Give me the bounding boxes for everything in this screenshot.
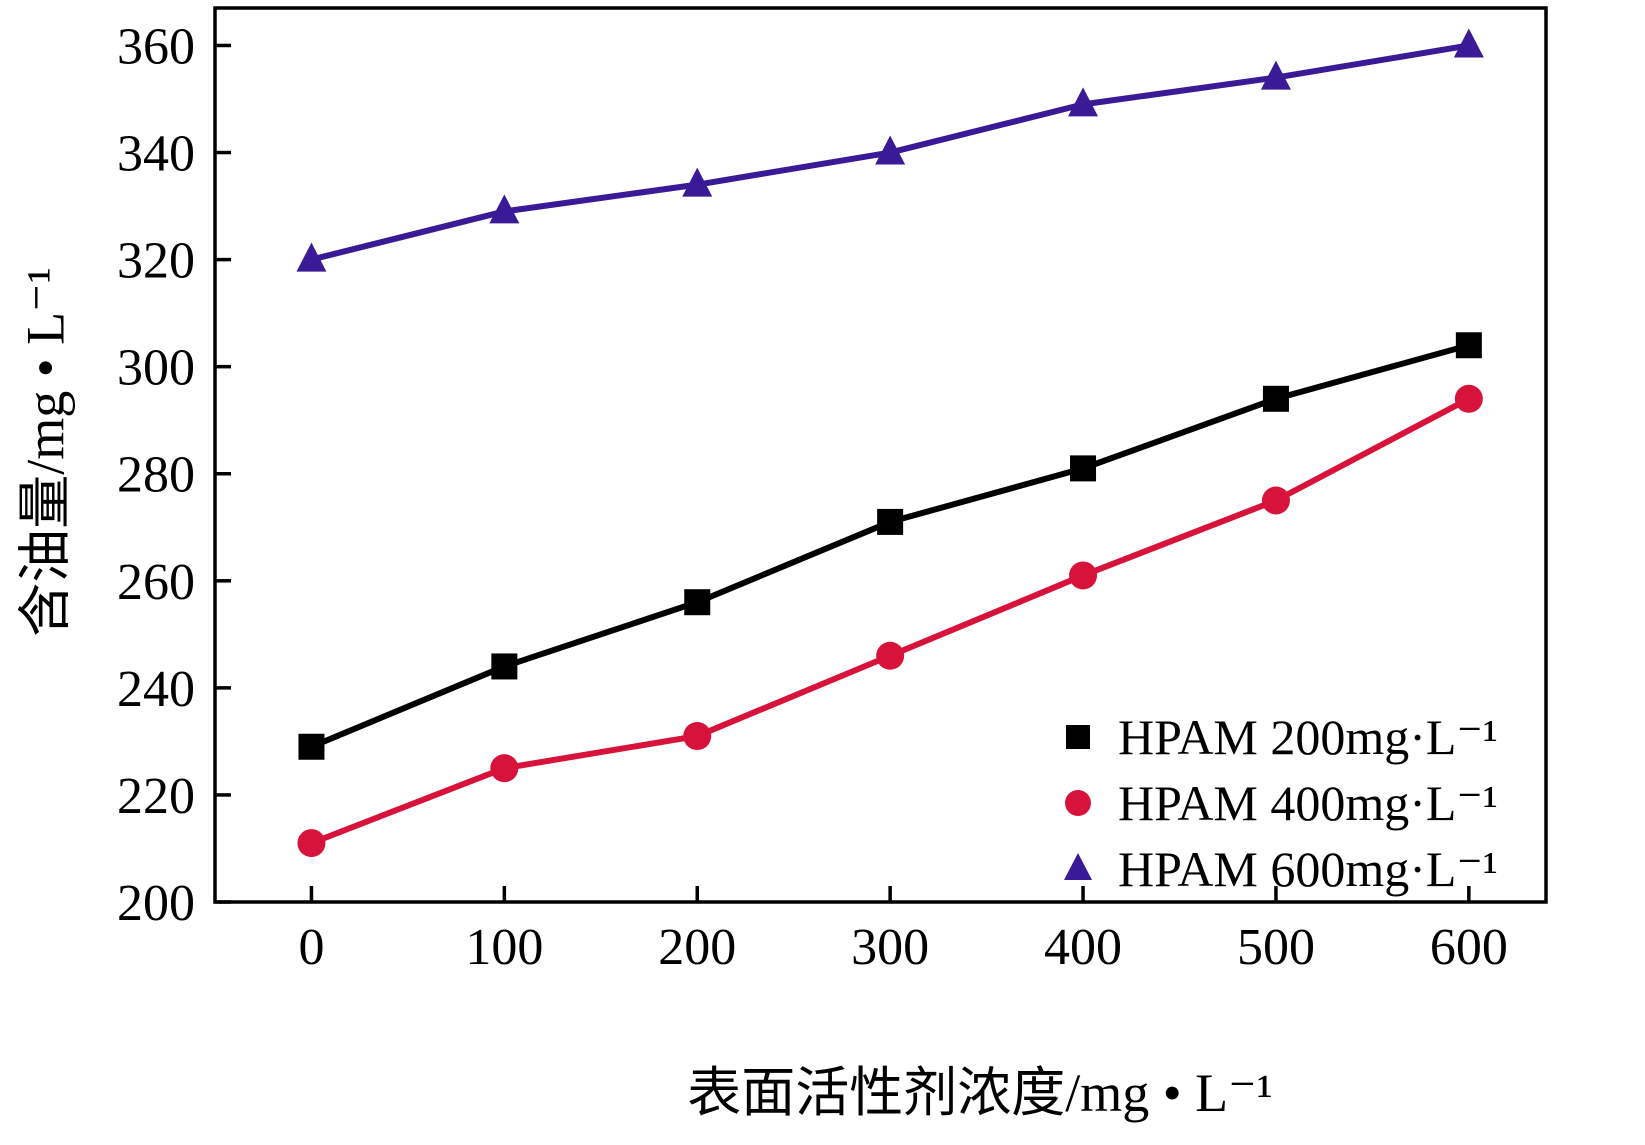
triangle-marker xyxy=(1453,28,1484,58)
y-tick-label: 300 xyxy=(117,340,195,397)
circle-marker xyxy=(683,722,712,751)
circle-marker xyxy=(297,829,326,858)
series-3 xyxy=(296,28,1484,272)
triangle-marker xyxy=(1260,60,1291,90)
x-tick-label: 0 xyxy=(298,919,324,976)
legend: HPAM 200mg·L⁻¹ HPAM 400mg·L⁻¹ HPAM 600mg·L… xyxy=(1064,709,1498,897)
triangle-marker xyxy=(875,135,906,165)
y-tick-label: 320 xyxy=(117,233,195,290)
y-tick-label: 240 xyxy=(117,661,195,718)
series-1 xyxy=(298,332,1482,760)
x-tick-label: 300 xyxy=(851,919,929,976)
legend-label: HPAM 200mg·L⁻¹ xyxy=(1118,709,1498,765)
triangle-marker xyxy=(682,167,713,197)
circle-marker xyxy=(1065,790,1091,816)
y-axis: 200 220 240 260 280 300 320 340 360 xyxy=(117,18,231,932)
circle-marker xyxy=(1261,486,1290,515)
square-marker xyxy=(1070,455,1097,482)
series-2 xyxy=(297,384,1483,858)
y-tick-label: 280 xyxy=(117,447,195,504)
x-tick-label: 500 xyxy=(1237,919,1315,976)
circle-marker xyxy=(876,641,905,670)
triangle-marker xyxy=(296,242,327,272)
square-marker xyxy=(491,653,518,680)
y-tick-label: 360 xyxy=(117,18,195,75)
square-marker xyxy=(1455,332,1482,359)
y-tick-label: 340 xyxy=(117,126,195,183)
square-marker xyxy=(1066,725,1090,749)
x-tick-label: 400 xyxy=(1044,919,1122,976)
square-marker xyxy=(877,508,904,535)
x-tick-label: 100 xyxy=(465,919,543,976)
y-tick-label: 200 xyxy=(117,875,195,932)
circle-marker xyxy=(490,754,519,783)
square-marker xyxy=(1262,385,1289,412)
legend-label: HPAM 400mg·L⁻¹ xyxy=(1118,775,1498,831)
square-marker xyxy=(298,733,325,760)
x-tick-label: 200 xyxy=(658,919,736,976)
y-axis-label: 含油量/mg • L⁻¹ xyxy=(15,267,76,637)
y-tick-label: 220 xyxy=(117,768,195,825)
y-tick-label: 260 xyxy=(117,554,195,611)
x-tick-label: 600 xyxy=(1430,919,1508,976)
x-axis-label: 表面活性剂浓度/mg • L⁻¹ xyxy=(687,1063,1273,1123)
circle-marker xyxy=(1454,384,1483,413)
x-axis: 0 100 200 300 400 500 600 xyxy=(298,886,1508,976)
triangle-marker xyxy=(489,194,520,224)
square-marker xyxy=(684,589,711,616)
triangle-marker xyxy=(1068,87,1099,117)
circle-marker xyxy=(1069,561,1098,590)
legend-label: HPAM 600mg·L⁻¹ xyxy=(1118,841,1498,897)
axis-box xyxy=(213,6,1548,904)
triangle-marker xyxy=(1064,853,1092,880)
